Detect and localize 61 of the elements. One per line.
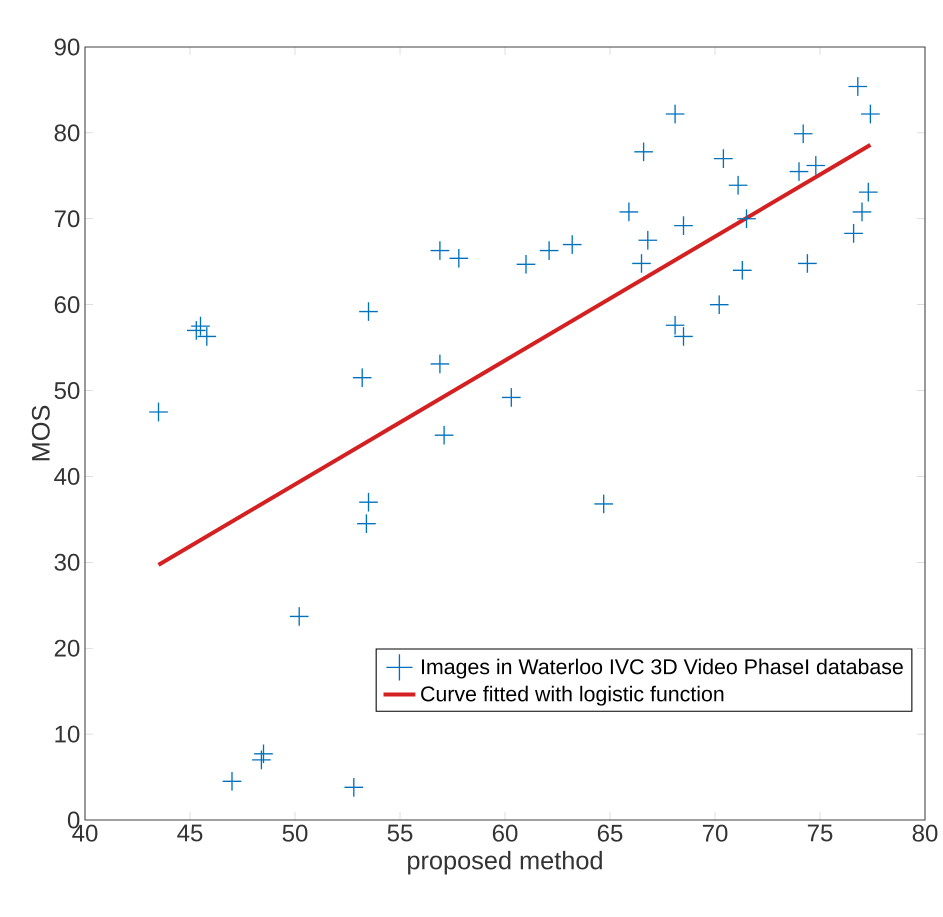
point — [858, 182, 878, 202]
point — [806, 156, 826, 176]
y-tick-label: 70 — [54, 210, 80, 228]
point — [713, 148, 734, 169]
y-tick-label: 50 — [54, 382, 80, 400]
legend-label: Images in Waterloo IVC 3D Video PhaseI database — [422, 658, 903, 679]
x-tick-label: 55 — [388, 824, 412, 842]
point — [562, 234, 582, 255]
point — [434, 425, 454, 446]
x-tick-label: 50 — [282, 824, 308, 842]
point — [289, 606, 310, 626]
x-tick-label: 65 — [598, 824, 622, 842]
point — [665, 104, 686, 124]
point — [448, 248, 469, 268]
point — [709, 294, 730, 315]
point — [844, 223, 864, 244]
point — [358, 302, 379, 322]
point — [430, 240, 450, 261]
point — [618, 202, 639, 222]
y-tick-label: 30 — [54, 554, 80, 571]
point — [634, 142, 654, 162]
point — [728, 175, 748, 196]
x-tick-label: 80 — [912, 824, 938, 842]
point — [797, 253, 818, 274]
point — [736, 208, 757, 229]
point — [344, 777, 364, 798]
point — [539, 240, 560, 261]
point — [594, 494, 614, 514]
x-axis-title: proposed method — [408, 850, 602, 874]
point — [793, 124, 814, 144]
point — [222, 771, 242, 792]
point — [848, 76, 868, 96]
y-tick-label: 40 — [54, 468, 80, 485]
point — [732, 260, 752, 280]
point — [674, 216, 694, 236]
y-tick-label: 20 — [54, 640, 80, 657]
point — [352, 368, 372, 388]
x-tick-label: 70 — [702, 824, 728, 842]
point — [632, 253, 652, 274]
x-tick-label: 60 — [492, 824, 518, 842]
x-tick-label: 75 — [808, 824, 832, 842]
x-tick-label: 45 — [177, 824, 202, 842]
point — [638, 230, 658, 250]
point — [251, 750, 272, 770]
y-axis-title: MOS — [32, 406, 50, 460]
point — [852, 202, 872, 222]
y-tick-label: 10 — [55, 726, 80, 743]
y-tick-label: 90 — [54, 38, 80, 56]
point — [356, 514, 376, 534]
point — [148, 402, 169, 422]
y-tick-label: 60 — [54, 296, 80, 314]
point — [186, 320, 206, 340]
point — [516, 254, 536, 274]
point — [358, 492, 379, 512]
legend-label: Curve fitted with logistic function — [421, 686, 724, 706]
y-tick-label: 80 — [54, 124, 80, 142]
point — [430, 354, 450, 374]
point — [501, 387, 522, 408]
point — [789, 162, 810, 182]
point — [254, 744, 274, 764]
point — [860, 104, 880, 124]
